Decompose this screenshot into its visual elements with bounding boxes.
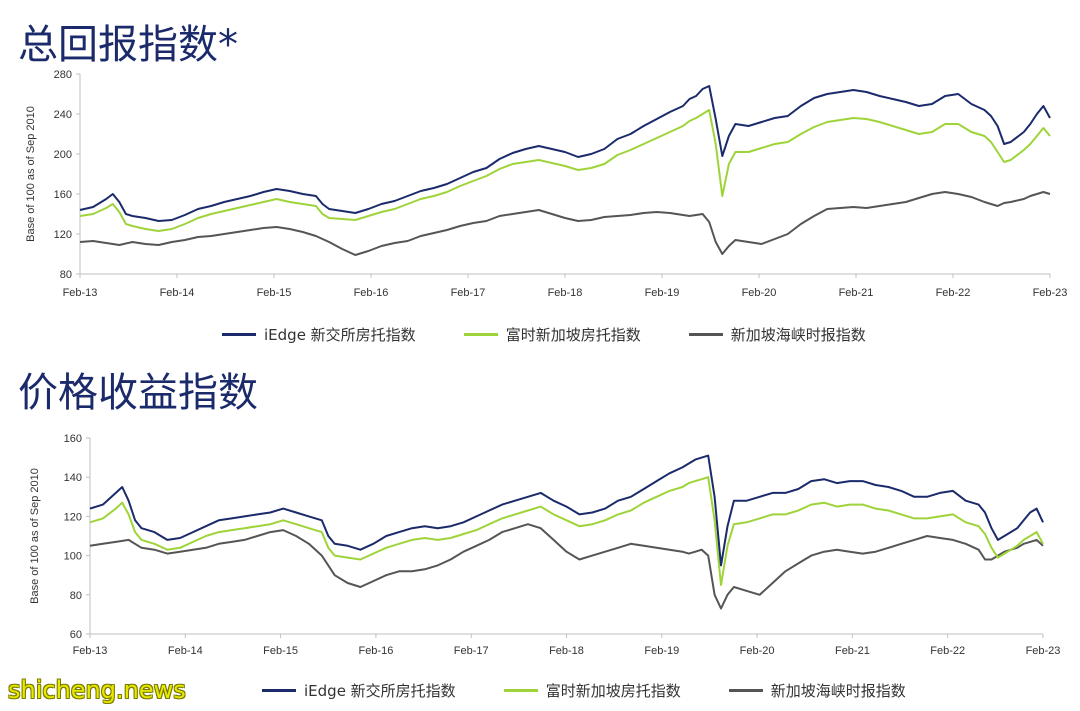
x-tick-label: Feb-23 (1026, 645, 1061, 657)
chart2-price-return: 60 80 100 120 140 160 Feb-13 Feb-14 Feb-15 Feb-16… (29, 433, 1061, 657)
y-tick-label: 160 (64, 433, 82, 445)
legend-swatch-iedge (222, 333, 256, 336)
series-line-sti (89, 523, 1044, 610)
series-line-ftse (79, 109, 1051, 232)
legend-item-iedge: iEdge 新交所房托指数 (262, 680, 456, 701)
legend-label-iedge: iEdge 新交所房托指数 (304, 682, 456, 700)
series-line-iedge (79, 85, 1051, 222)
y-tick-label: 80 (70, 590, 82, 602)
chart1-title: 总回报指数* (18, 22, 238, 68)
legend-swatch-ftse (503, 689, 538, 692)
y-tick-label: 80 (60, 269, 72, 281)
x-tick-label: Feb-16 (358, 645, 393, 657)
x-tick-label: Feb-22 (936, 287, 971, 299)
y-tick-label: 280 (54, 69, 72, 81)
y-tick-label: 60 (70, 629, 82, 641)
x-tick-label: Feb-14 (160, 287, 195, 299)
legend-item-ftse: 富时新加坡房托指数 (463, 324, 641, 345)
legend-swatch-iedge (262, 689, 296, 692)
y-tick-label: 240 (54, 109, 72, 121)
y-tick-label: 120 (64, 511, 82, 523)
legend-item-iedge: iEdge 新交所房托指数 (222, 324, 416, 345)
y-tick-label: 140 (64, 472, 82, 484)
y-tick-label: 100 (64, 551, 82, 563)
legend-label-sti: 新加坡海峡时报指数 (770, 682, 906, 700)
legend-label-ftse: 富时新加坡房托指数 (545, 682, 681, 700)
chart2-title: 价格收益指数 (18, 370, 258, 416)
x-tick-label: Feb-14 (168, 645, 203, 657)
x-tick-label: Feb-20 (742, 287, 777, 299)
x-tick-label: Feb-18 (548, 287, 583, 299)
x-tick-label: Feb-17 (451, 287, 486, 299)
y-tick-label: 200 (54, 149, 72, 161)
legend-item-sti: 新加坡海峡时报指数 (688, 324, 866, 345)
x-tick-label: Feb-16 (354, 287, 389, 299)
y-axis-label: Base of 100 as of Sep 2010 (25, 106, 37, 242)
x-tick-label: Feb-15 (257, 287, 292, 299)
legend-label-iedge: iEdge 新交所房托指数 (264, 326, 416, 344)
legend-label-sti: 新加坡海峡时报指数 (730, 326, 866, 344)
watermark-logo: shicheng.news (8, 676, 186, 704)
x-tick-label: Feb-17 (454, 645, 489, 657)
x-tick-label: Feb-19 (644, 645, 679, 657)
legend-item-sti: 新加坡海峡时报指数 (728, 680, 906, 701)
x-tick-label: Feb-13 (73, 645, 108, 657)
y-tick-label: 160 (54, 189, 72, 201)
y-axis-label: Base of 100 as of Sep 2010 (29, 468, 41, 604)
x-tick-label: Feb-21 (835, 645, 870, 657)
legend-swatch-sti (688, 333, 723, 336)
chart1-legend: iEdge 新交所房托指数 富时新加坡房托指数 新加坡海峡时报指数 (222, 324, 914, 345)
x-tick-label: Feb-19 (645, 287, 680, 299)
chart2-legend: iEdge 新交所房托指数 富时新加坡房托指数 新加坡海峡时报指数 (262, 680, 954, 701)
x-tick-label: Feb-18 (549, 645, 584, 657)
x-tick-label: Feb-21 (839, 287, 874, 299)
legend-swatch-sti (728, 689, 763, 692)
legend-item-ftse: 富时新加坡房托指数 (503, 680, 681, 701)
legend-swatch-ftse (463, 333, 498, 336)
x-tick-label: Feb-20 (740, 645, 775, 657)
x-tick-label: Feb-23 (1033, 287, 1068, 299)
x-tick-label: Feb-22 (930, 645, 965, 657)
series-line-sti (79, 191, 1051, 256)
chart1-total-return: 80 120 160 200 240 280 Feb-13 Feb-14 Feb-15 Feb-1… (25, 69, 1068, 299)
legend-label-ftse: 富时新加坡房托指数 (505, 326, 641, 344)
series-line-iedge (89, 454, 1044, 567)
series-line-ftse (89, 476, 1044, 586)
x-tick-label: Feb-15 (263, 645, 298, 657)
y-tick-label: 120 (54, 229, 72, 241)
x-tick-label: Feb-13 (63, 287, 98, 299)
